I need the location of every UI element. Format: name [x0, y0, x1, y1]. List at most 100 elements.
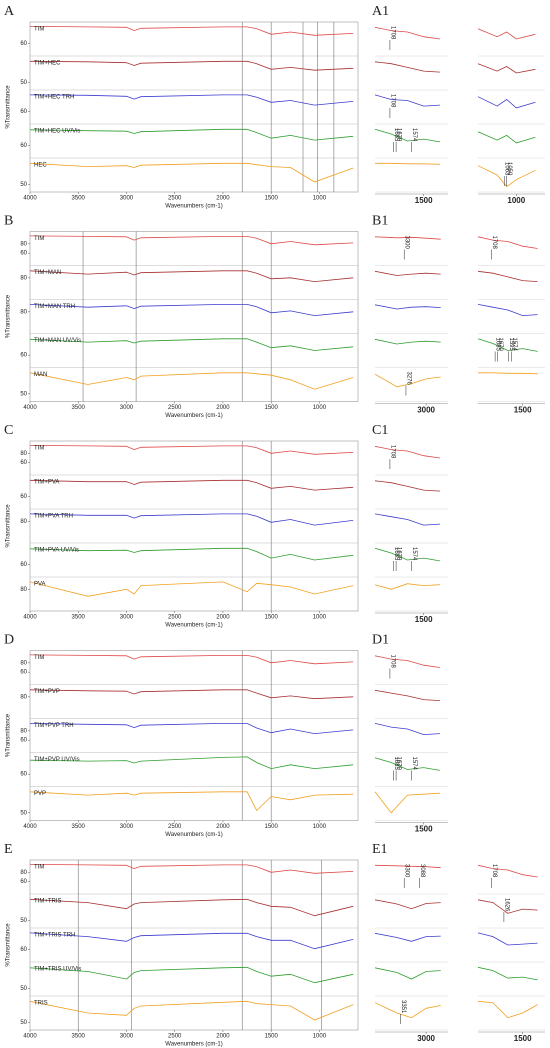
inset-x-tick-label: 1000 — [507, 196, 525, 205]
spectrum — [29, 270, 354, 283]
inset-spectrum — [374, 1002, 441, 1019]
x-tick-label: 4000 — [23, 1034, 37, 1040]
spectrum — [29, 756, 354, 770]
inset-spectrum — [374, 899, 441, 910]
y-tick-label: 60 — [20, 772, 27, 778]
inset-x-tick-label: 3000 — [417, 1034, 435, 1043]
peak-label: 1574 — [411, 547, 417, 561]
inset-spectrum — [478, 372, 538, 375]
peak-label: 1063 — [504, 162, 510, 176]
peak-label: 1708 — [491, 864, 497, 878]
plot-frame — [29, 231, 359, 402]
peak-label: 1708 — [389, 94, 395, 108]
x-axis-label: Wavenumbers (cm-1) — [165, 204, 222, 210]
spectrum — [29, 235, 354, 246]
y-tick-label: 80 — [20, 451, 27, 457]
y-tick-label: 50 — [20, 391, 27, 397]
y-axis-label: %Transmittance — [6, 713, 12, 757]
trace-label: TIM — [34, 236, 44, 242]
y-tick-label: 80 — [20, 309, 27, 315]
y-tick-label: 50 — [20, 80, 27, 86]
spectrum — [29, 654, 354, 665]
y-tick-label: 60 — [20, 947, 27, 953]
trace-label: TIM+PVA UV/Vis — [34, 548, 79, 554]
inset-spectrum — [374, 932, 441, 942]
inset-spectrum — [374, 583, 440, 590]
x-tick-label: 2500 — [168, 196, 182, 202]
inset-spectrum — [477, 966, 538, 981]
inset-x-tick-label: 1500 — [415, 196, 433, 205]
y-tick-label: 60 — [20, 562, 27, 568]
x-tick-label: 3500 — [72, 615, 86, 621]
x-tick-label: 1500 — [264, 1034, 278, 1040]
inset-spectrum — [477, 338, 538, 352]
peak-label: 1685 — [393, 128, 399, 142]
peak-label: 1574 — [411, 128, 417, 142]
inset-spectrum — [477, 131, 536, 144]
spectrum — [29, 60, 354, 71]
spectrum — [29, 1000, 354, 1021]
inset-spectrum — [374, 94, 440, 107]
trace-label: TIM+PVA — [34, 480, 59, 486]
y-tick-label: 60 — [20, 251, 27, 257]
peak-label: 3088 — [419, 864, 425, 878]
x-tick-label: 3000 — [120, 1034, 134, 1040]
x-tick-label: 4000 — [23, 196, 37, 202]
inset-spectrum — [374, 236, 441, 240]
inset-x-tick-label: 1500 — [415, 825, 433, 834]
peak-label: 1595 — [508, 338, 514, 352]
trace-label: TIM — [34, 27, 44, 33]
trace-label: TIM+PVA TRH — [34, 514, 73, 520]
x-tick-label: 2500 — [168, 405, 182, 411]
inset-spectrum — [374, 864, 441, 869]
inset-spectrum — [477, 28, 536, 40]
x-tick-label: 3000 — [120, 405, 134, 411]
y-tick-label: 80 — [20, 660, 27, 666]
spectrum — [29, 94, 354, 106]
x-tick-label: 2000 — [216, 615, 230, 621]
peak-label: 1708 — [491, 236, 497, 250]
inset-label: B1 — [372, 214, 388, 229]
inset-x-tick-label: 1500 — [514, 1034, 532, 1043]
panel-label: D — [4, 633, 14, 648]
inset-spectrum — [374, 689, 440, 701]
peak-label: 3351 — [400, 1000, 406, 1014]
spectrum — [29, 304, 354, 317]
inset-spectrum — [374, 655, 440, 668]
inset-spectrum — [374, 445, 440, 459]
x-tick-label: 3500 — [72, 196, 86, 202]
y-tick-label: 50 — [20, 1020, 27, 1026]
inset-label: E1 — [372, 842, 388, 857]
inset-spectrum — [374, 304, 441, 310]
inset-spectrum — [374, 338, 441, 345]
y-tick-label: 50 — [20, 182, 27, 188]
x-tick-label: 1500 — [264, 196, 278, 202]
inset-spectrum — [477, 304, 538, 317]
panel-label: A — [4, 4, 15, 19]
inset-spectrum — [374, 270, 441, 276]
x-tick-label: 1500 — [264, 405, 278, 411]
inset-label: A1 — [372, 4, 389, 19]
inset-spectrum — [375, 162, 440, 165]
trace-label: TIM+PVP — [34, 689, 60, 695]
inset-spectrum — [477, 1000, 538, 1019]
inset-spectrum — [374, 791, 440, 814]
x-tick-label: 4000 — [23, 824, 37, 830]
trace-label: PVA — [34, 582, 46, 588]
trace-label: TIM+PVP TRH — [34, 723, 74, 729]
trace-label: TIM — [34, 655, 44, 661]
x-tick-label: 1000 — [313, 824, 327, 830]
x-tick-label: 1000 — [313, 405, 327, 411]
trace-label: TIM+MAN TRH — [34, 304, 75, 310]
inset-spectrum — [374, 513, 440, 526]
inset-spectrum — [477, 236, 538, 249]
peak-label: 3276 — [405, 372, 411, 386]
trace-label: TIM+MAN — [34, 270, 61, 276]
inset-x-tick-label: 1500 — [514, 406, 532, 415]
spectrum — [29, 372, 354, 390]
x-tick-label: 2500 — [168, 615, 182, 621]
y-tick-label: 60 — [20, 143, 27, 149]
inset-spectrum — [477, 96, 536, 109]
spectrum — [29, 791, 354, 812]
spectrum — [29, 162, 354, 183]
